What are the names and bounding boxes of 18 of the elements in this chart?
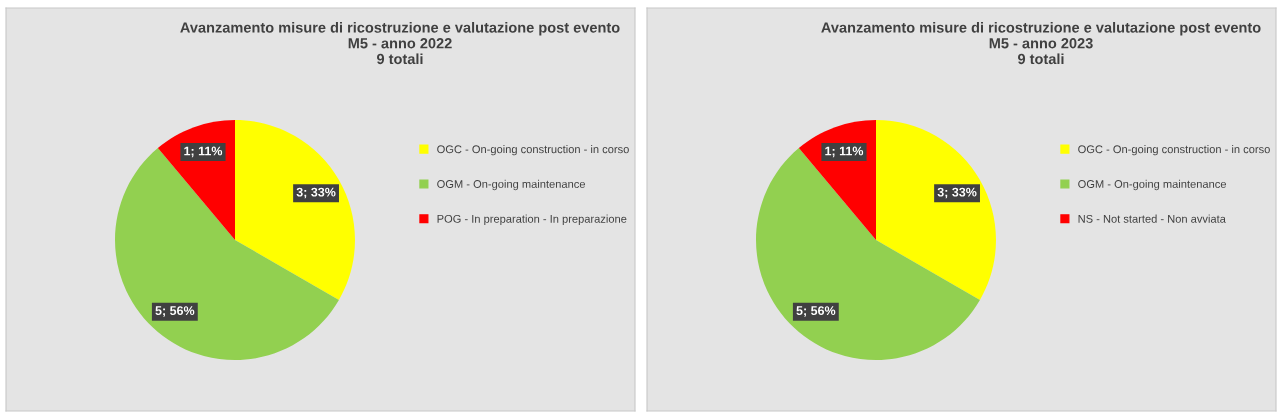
legend-label: POG - In preparation - In preparazione [437,214,627,225]
data-label: 1; 11% [184,146,223,158]
legend-label: OGC - On-going construction - in corso [1078,145,1270,156]
chart-title: Avanzamento misure di ricostruzione e valutazione post evento M5 - anno 2022 9 totali [180,22,620,65]
data-label: 5; 56% [155,306,195,317]
pie-slice [756,148,980,360]
pie-slice [115,148,339,360]
pie-slice [235,120,355,300]
data-label: 1; 11% [825,146,864,158]
data-label: 5; 56% [796,306,836,317]
chart-title: Avanzamento misure di ricostruzione e valutazione post evento M5 - anno 2023 9 totali [821,22,1261,65]
pie-slice [876,120,996,300]
legend-label: OGC - On-going construction - in corso [437,145,629,156]
legend-label: NS - Not started - Non avviata [1078,214,1226,223]
legend-label: OGM - On-going maintenance [1078,179,1227,191]
legend-label: OGM - On-going maintenance [437,179,586,191]
data-label: 3; 33% [296,187,336,199]
data-label: 3; 33% [937,187,977,199]
